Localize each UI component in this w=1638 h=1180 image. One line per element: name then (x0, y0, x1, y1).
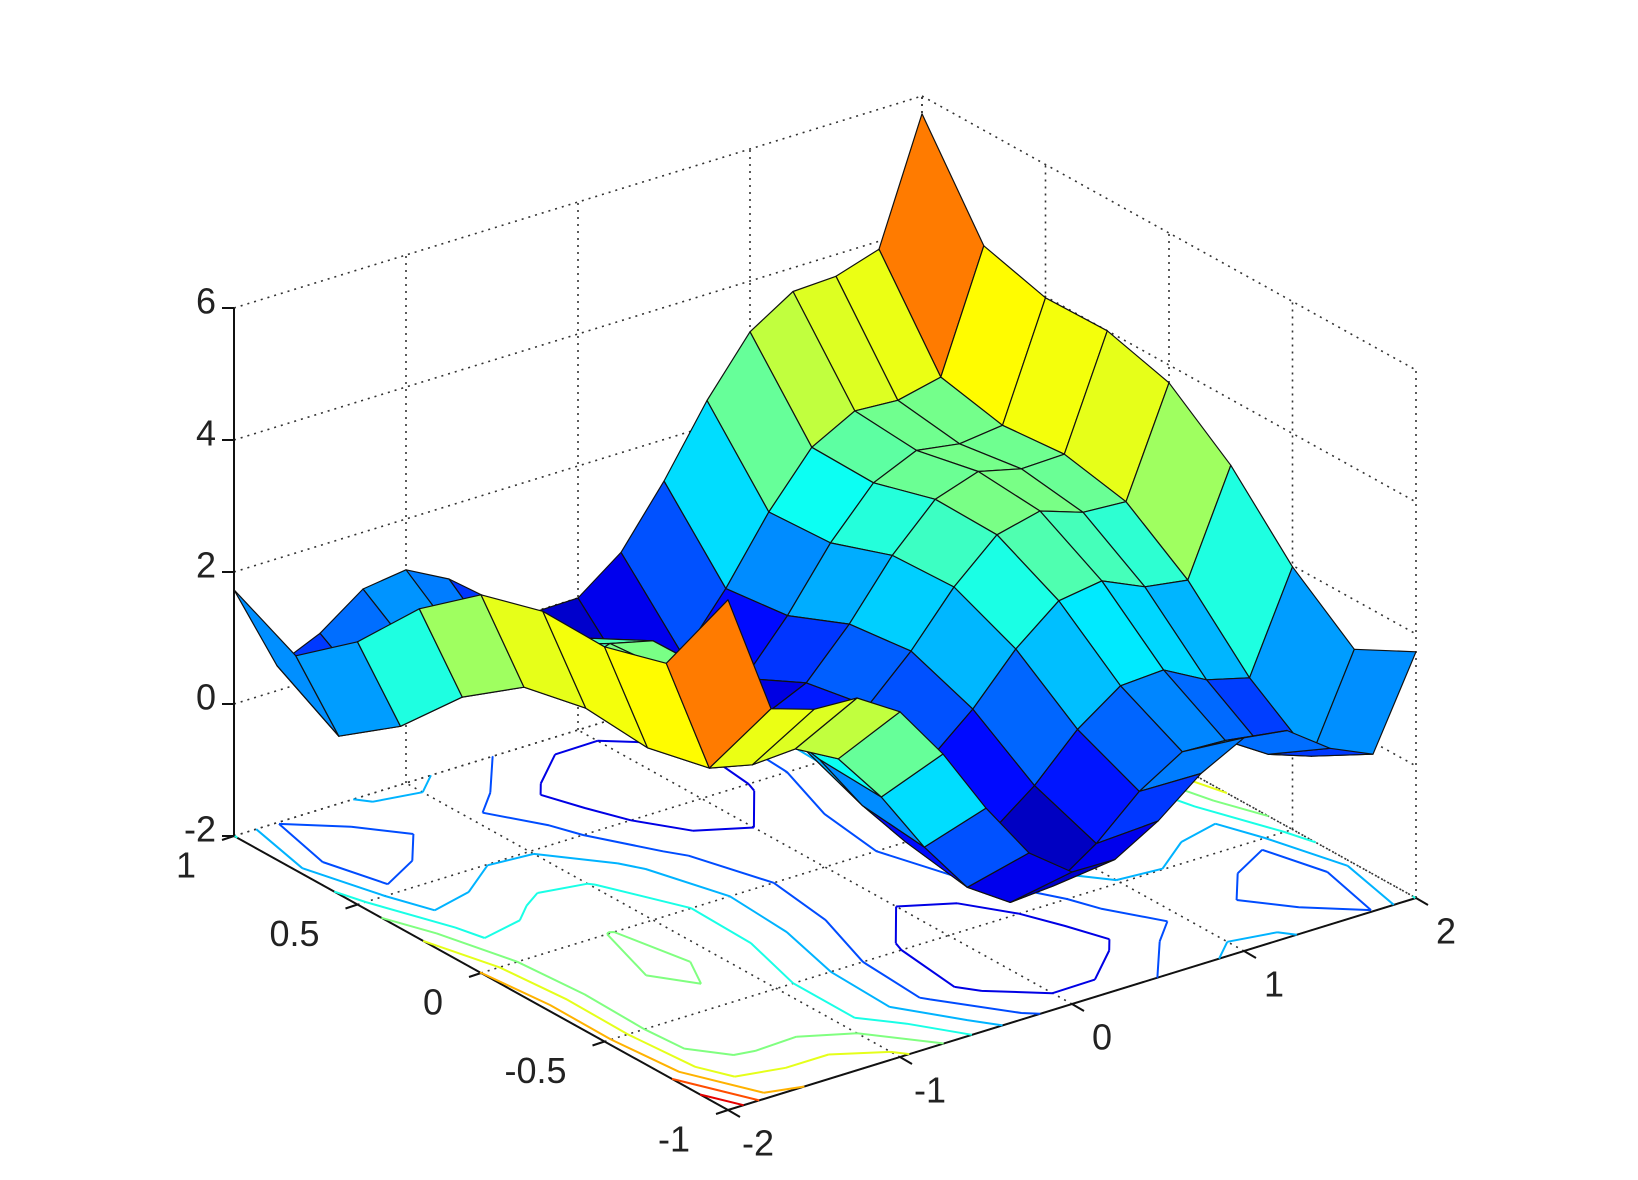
grid-line (577, 729, 1073, 1005)
z-tick-label: 0 (196, 677, 216, 718)
z-tick-label: -2 (184, 809, 216, 850)
grid-line (604, 828, 1293, 1043)
x-tick (727, 1109, 741, 1118)
x-tick-label: -2 (742, 1123, 774, 1164)
x-tick (1243, 950, 1257, 959)
x-tick-label: 1 (1264, 964, 1284, 1005)
grid-line (233, 95, 923, 309)
surface-patch (665, 599, 772, 769)
z-tick-label: 4 (196, 413, 216, 454)
grid-line (405, 782, 901, 1058)
y-tick-label: 0.5 (269, 913, 319, 954)
grid-line (480, 760, 1170, 974)
grid-line (921, 359, 1417, 635)
grid-line (921, 623, 1417, 899)
y-tick (592, 1040, 605, 1047)
x-tick-label: 0 (1092, 1017, 1112, 1058)
y-tick-label: 0 (423, 982, 443, 1023)
y-tick-label: -1 (658, 1119, 690, 1160)
x-tick (899, 1056, 913, 1065)
y-tick (468, 972, 482, 978)
x-tick (1415, 897, 1429, 906)
x-tick (1071, 1003, 1085, 1012)
grid-line (921, 227, 1417, 503)
grid-line (233, 227, 923, 441)
grid-line (357, 691, 1046, 906)
grid-line (921, 95, 1417, 371)
grid-line (233, 359, 923, 573)
surface (233, 113, 1417, 904)
grid-line (233, 623, 923, 837)
x-tick-label: 2 (1436, 911, 1456, 952)
z-tick-label: 6 (196, 281, 216, 322)
y-tick (715, 1109, 729, 1115)
z-tick-label: 2 (196, 545, 216, 586)
y-tick (345, 903, 358, 910)
x-tick-label: -1 (914, 1070, 946, 1111)
y-tick-label: -0.5 (504, 1050, 566, 1091)
y-tick-label: 1 (176, 845, 196, 886)
